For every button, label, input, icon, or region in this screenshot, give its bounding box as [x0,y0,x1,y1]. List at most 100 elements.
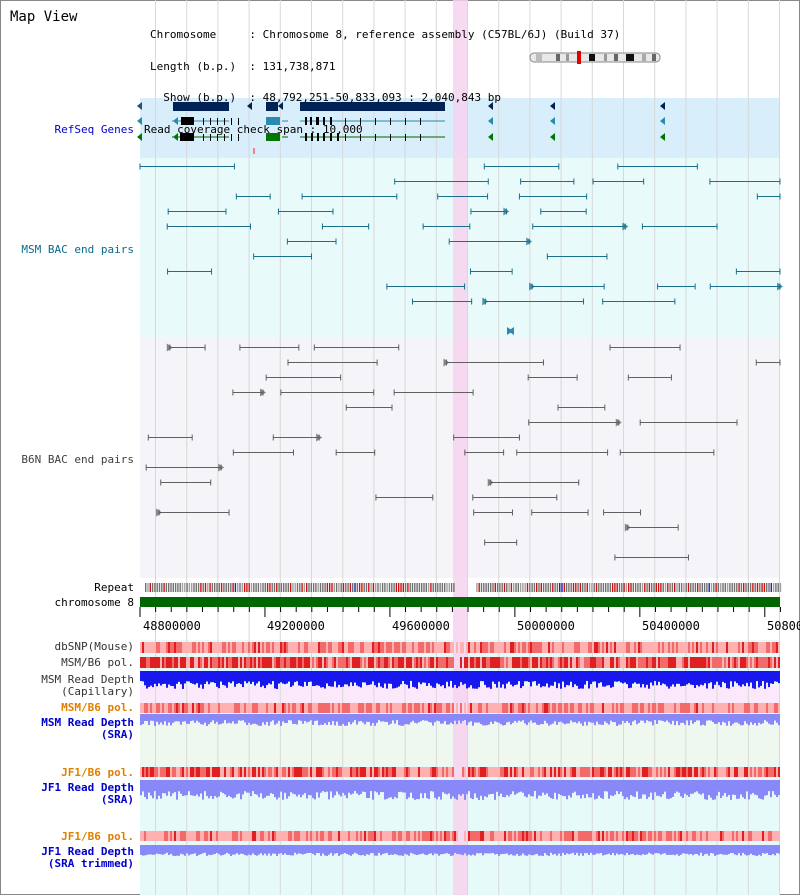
polymorphism-cell [456,642,458,653]
polymorphism-cell [676,657,678,668]
polymorphism-cell [146,642,148,653]
polymorphism-cell [168,642,170,653]
msm-bac-pair-arrow [622,222,629,231]
polymorphism-cell [254,657,256,668]
read-depth-bar [296,671,298,682]
read-depth-bar [398,780,400,792]
polymorphism-cell [750,831,752,841]
read-depth-bar [584,780,586,799]
polymorphism-cell [770,767,772,777]
polymorphism-cell [480,703,482,713]
read-depth-bar [450,845,452,856]
read-depth-bar [394,780,396,798]
track-label-jf1-b6-pol-2: JF1/B6 pol. [61,830,134,843]
read-depth-bar [204,714,206,723]
repeat-mark [411,583,414,592]
polymorphism-cell [656,767,658,777]
read-depth-bar [498,780,500,797]
polymorphism-cell [766,703,768,713]
read-depth-bar [350,845,352,856]
repeat-mark [271,583,273,592]
polymorphism-cell [416,657,418,668]
repeat-mark [499,583,501,592]
read-depth-bar [172,714,174,723]
read-depth-bar [644,714,646,723]
track-label-refseq[interactable]: RefSeq Genes [54,123,134,136]
read-depth-bar [636,780,638,792]
polymorphism-cell [704,831,706,841]
polymorphism-cell [586,657,588,668]
read-depth-bar [628,714,630,723]
polymorphism-cell [610,831,612,841]
read-depth-bar [208,671,210,685]
polymorphism-cell [582,657,584,668]
read-depth-bar [688,714,690,726]
polymorphism-cell [200,642,202,653]
read-depth-bar [352,780,354,794]
polymorphism-cell [298,657,300,668]
polymorphism-cell [474,831,476,841]
track-label-msm-bac[interactable]: MSM BAC end pairs [21,243,134,256]
polymorphism-cell [262,657,264,668]
polymorphism-cell [576,657,578,668]
polymorphism-cell [442,767,444,777]
read-depth-bar [148,714,150,725]
polymorphism-cell [698,767,700,777]
read-depth-bar [684,671,686,686]
polymorphism-cell [186,657,188,668]
polymorphism-cell [682,831,684,841]
read-depth-bar [650,780,652,793]
polymorphism-cell [166,642,168,653]
read-depth-bar [512,671,514,687]
read-depth-bar [706,671,708,689]
polymorphism-cell [608,767,610,777]
polymorphism-cell [388,767,390,777]
read-depth-bar [264,845,266,854]
polymorphism-cell [568,767,570,777]
polymorphism-cell [160,703,162,713]
read-depth-bar [706,714,708,721]
read-depth-bar [690,780,692,794]
polymorphism-cell [176,703,178,713]
polymorphism-cell [582,831,584,841]
read-depth-bar [368,671,370,685]
ideogram-band [642,54,646,61]
polymorphism-cell [218,642,220,653]
repeat-mark [241,583,243,592]
read-depth-bar [710,845,712,854]
polymorphism-cell [166,703,168,713]
polymorphism-cell [140,767,142,777]
read-depth-bar [446,714,448,725]
repeat-mark [715,583,717,592]
polymorphism-cell [598,831,600,841]
read-depth-bar [586,845,588,854]
read-depth-bar [306,714,308,723]
read-depth-bar [240,714,242,721]
read-depth-bar [326,671,328,684]
read-depth-bar [188,671,190,682]
track-label-b6n-bac[interactable]: B6N BAC end pairs [21,453,134,466]
polymorphism-cell [768,703,770,713]
read-depth-bar [576,671,578,686]
polymorphism-cell [498,831,500,841]
polymorphism-cell [638,703,640,713]
polymorphism-cell [250,703,252,713]
polymorphism-cell [224,831,226,841]
msm-bac-pair-arrow [526,237,533,246]
polymorphism-cell [284,642,286,653]
polymorphism-cell [440,657,442,668]
read-depth-bar [344,714,346,726]
read-depth-bar [588,780,590,798]
polymorphism-cell [484,657,486,668]
polymorphism-cell [512,767,514,777]
polymorphism-cell [384,831,386,841]
repeat-mark [570,583,572,592]
polymorphism-cell [398,767,400,777]
read-depth-bar [424,714,426,721]
polymorphism-cell [290,642,292,653]
polymorphism-cell [680,767,682,777]
polymorphism-cell [294,657,296,668]
read-depth-bar [170,714,172,726]
read-depth-bar [190,714,192,722]
